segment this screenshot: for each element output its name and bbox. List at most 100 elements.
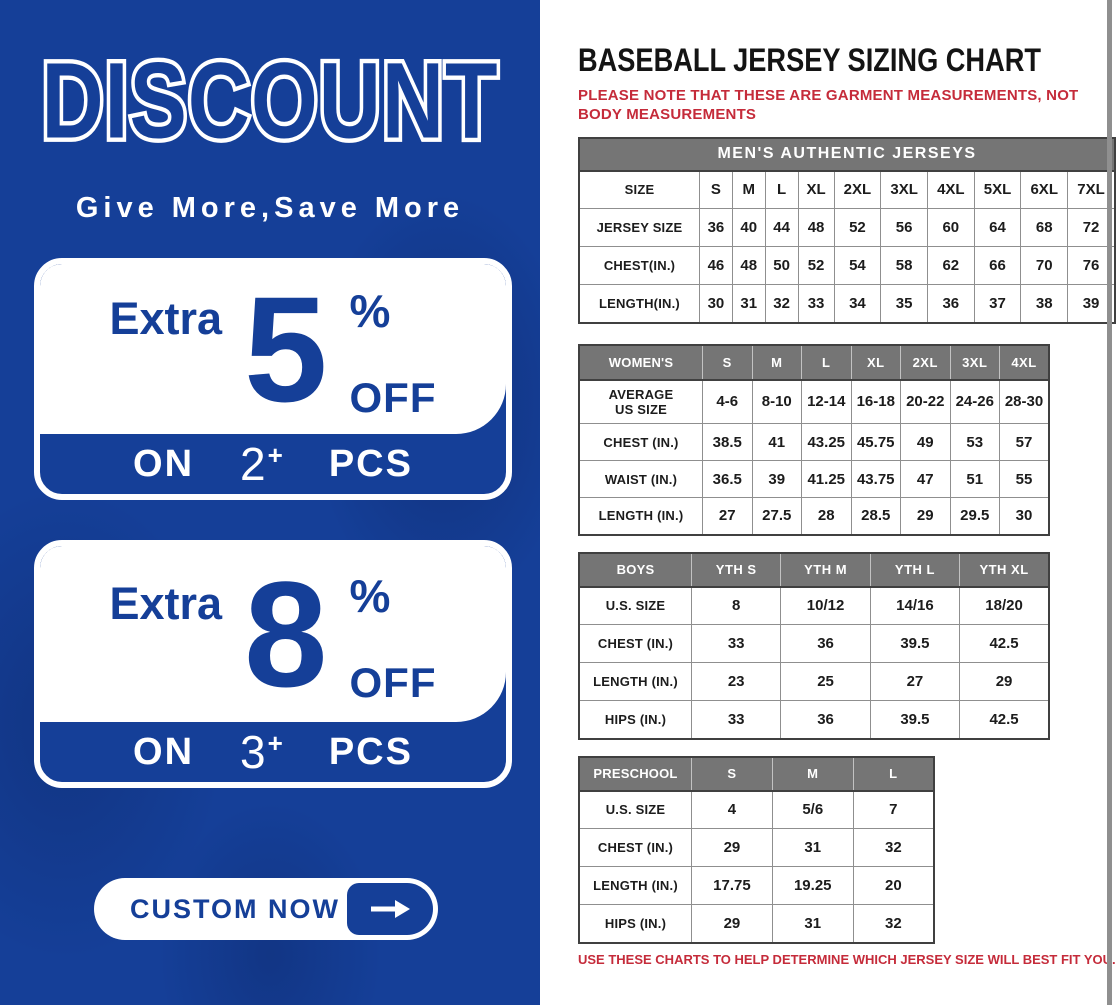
table-cell: 17.75 <box>691 866 773 905</box>
table-cell: 5/6 <box>771 790 854 829</box>
table-cell: 27 <box>702 497 753 535</box>
table-cell: 32 <box>852 904 935 943</box>
table-cell: 46 <box>699 246 733 285</box>
table-cell: 35 <box>880 284 928 323</box>
offer-card-8-percent: Extra 8 % OFF ON 3+ PCS <box>34 540 512 788</box>
table-cell: 70 <box>1020 246 1069 285</box>
row-label-cell: AVERAGE US SIZE <box>578 379 703 424</box>
table-cell: 38 <box>1020 284 1069 323</box>
offer-condition-strip: ON 3+ PCS <box>40 722 506 782</box>
table-row: LENGTH(IN.) 30 31 32 33 34 35 36 37 38 39 <box>578 284 1116 323</box>
table-cell: 50 <box>764 246 799 285</box>
table-cell: 32 <box>764 284 799 323</box>
size-table-3: PRESCHOOL S M L U.S. SIZE 4 5/6 7 CHEST (IN.) 29 3… <box>578 755 935 944</box>
table-header-cell: YTH S <box>690 551 782 588</box>
table-band: MEN'S AUTHENTIC JERSEYS <box>578 136 1116 172</box>
percent-sign: % <box>349 285 391 337</box>
table-cell: 52 <box>833 208 882 247</box>
table-cell: 55 <box>999 460 1050 498</box>
table-cell: 47 <box>900 460 951 498</box>
table-cell: 53 <box>949 423 1000 461</box>
table-cell: 68 <box>1020 208 1069 247</box>
table-row: LENGTH (IN.) 17.75 19.25 20 <box>578 866 935 905</box>
table-row: CHEST (IN.) 38.5 41 43.25 45.75 49 53 57 <box>578 423 1050 461</box>
table-cell: 10/12 <box>780 586 871 625</box>
table-cell: 33 <box>797 284 835 323</box>
table-cell: XL <box>797 170 835 209</box>
row-label-cell: U.S. SIZE <box>578 586 692 625</box>
table-cell: 60 <box>926 208 975 247</box>
pcs-label: PCS <box>328 730 413 773</box>
table-header-row: PRESCHOOL S M L <box>578 755 935 792</box>
table-cell: 40 <box>731 208 766 247</box>
table-header-cell: M <box>771 755 854 792</box>
table-header-cell: WOMEN'S <box>578 343 703 381</box>
table-cell: 27 <box>869 662 961 701</box>
on-label: ON <box>133 442 195 485</box>
size-tables: MEN'S AUTHENTIC JERSEYS SIZE S M L XL 2XL 3XL 4X… <box>578 136 1116 944</box>
offer-main: Extra 5 % OFF <box>40 264 506 434</box>
table-cell: 4-6 <box>702 379 753 424</box>
table-cell: 57 <box>999 423 1050 461</box>
right-edge-line <box>1107 0 1112 1005</box>
row-label-cell: LENGTH (IN.) <box>578 866 692 905</box>
table-row: LENGTH (IN.) 27 27.5 28 28.5 29 29.5 30 <box>578 497 1050 535</box>
table-cell: 29.5 <box>949 497 1000 535</box>
quantity-value: 3+ <box>240 726 283 778</box>
table-cell: 66 <box>973 246 1022 285</box>
table-header-cell: S <box>691 755 773 792</box>
table-cell: 42.5 <box>959 700 1050 739</box>
on-label: ON <box>133 730 195 773</box>
table-row: U.S. SIZE 4 5/6 7 <box>578 790 935 829</box>
table-cell: 36 <box>926 284 975 323</box>
table-cell: 58 <box>880 246 928 285</box>
table-cell: 16-18 <box>850 379 901 424</box>
table-cell: 48 <box>797 208 835 247</box>
size-table-0: MEN'S AUTHENTIC JERSEYS SIZE S M L XL 2XL 3XL 4X… <box>578 136 1116 324</box>
table-header-cell: 2XL <box>900 343 951 381</box>
row-label-cell: SIZE <box>578 170 700 209</box>
table-cell: 41 <box>751 423 802 461</box>
table-cell: 62 <box>926 246 975 285</box>
size-table-1: WOMEN'S S M L XL 2XL 3XL 4XL AVERAGE US SIZE 4-6 8… <box>578 343 1050 536</box>
plus-sign: + <box>267 727 283 758</box>
offer-percent-off: % OFF <box>350 569 437 707</box>
table-header-cell: BOYS <box>578 551 692 588</box>
row-label-cell: CHEST(IN.) <box>578 246 700 285</box>
table-row: JERSEY SIZE 36 40 44 48 52 56 60 64 68 72 <box>578 208 1116 247</box>
table-cell: 33 <box>690 624 782 663</box>
table-cell: 54 <box>833 246 882 285</box>
table-header-cell: 3XL <box>949 343 1000 381</box>
table-cell: 37 <box>973 284 1022 323</box>
plus-sign: + <box>267 439 283 470</box>
table-cell: 39.5 <box>869 700 961 739</box>
table-row: CHEST (IN.) 29 31 32 <box>578 828 935 867</box>
table-cell: 31 <box>771 828 854 867</box>
table-cell: 43.75 <box>850 460 901 498</box>
measurement-note: PLEASE NOTE THAT THESE ARE GARMENT MEASU… <box>578 87 1079 123</box>
row-label-cell: CHEST (IN.) <box>578 828 692 867</box>
table-cell: 36 <box>699 208 733 247</box>
offer-main: Extra 8 % OFF <box>40 546 506 722</box>
row-label-cell: CHEST (IN.) <box>578 423 703 461</box>
quantity-value: 2+ <box>240 438 283 490</box>
table-header-row: WOMEN'S S M L XL 2XL 3XL 4XL <box>578 343 1050 381</box>
table-cell: 51 <box>949 460 1000 498</box>
table-row: LENGTH (IN.) 23 25 27 29 <box>578 662 1050 701</box>
table-cell: 18/20 <box>959 586 1050 625</box>
table-row: U.S. SIZE 8 10/12 14/16 18/20 <box>578 586 1050 625</box>
table-row: HIPS (IN.) 33 36 39.5 42.5 <box>578 700 1050 739</box>
table-cell: 28 <box>801 497 852 535</box>
table-cell: 36 <box>780 624 871 663</box>
table-cell: 14/16 <box>869 586 961 625</box>
percent-sign: % <box>349 570 391 622</box>
table-cell: 44 <box>764 208 799 247</box>
table-row: CHEST(IN.) 46 48 50 52 54 58 62 66 70 76 <box>578 246 1116 285</box>
custom-now-button[interactable]: CUSTOM NOW <box>94 878 438 940</box>
table-header-cell: YTH L <box>869 551 961 588</box>
table-cell: 8 <box>690 586 782 625</box>
pcs-label: PCS <box>328 442 413 485</box>
table-cell: 29 <box>900 497 951 535</box>
table-cell: 3XL <box>880 170 928 209</box>
